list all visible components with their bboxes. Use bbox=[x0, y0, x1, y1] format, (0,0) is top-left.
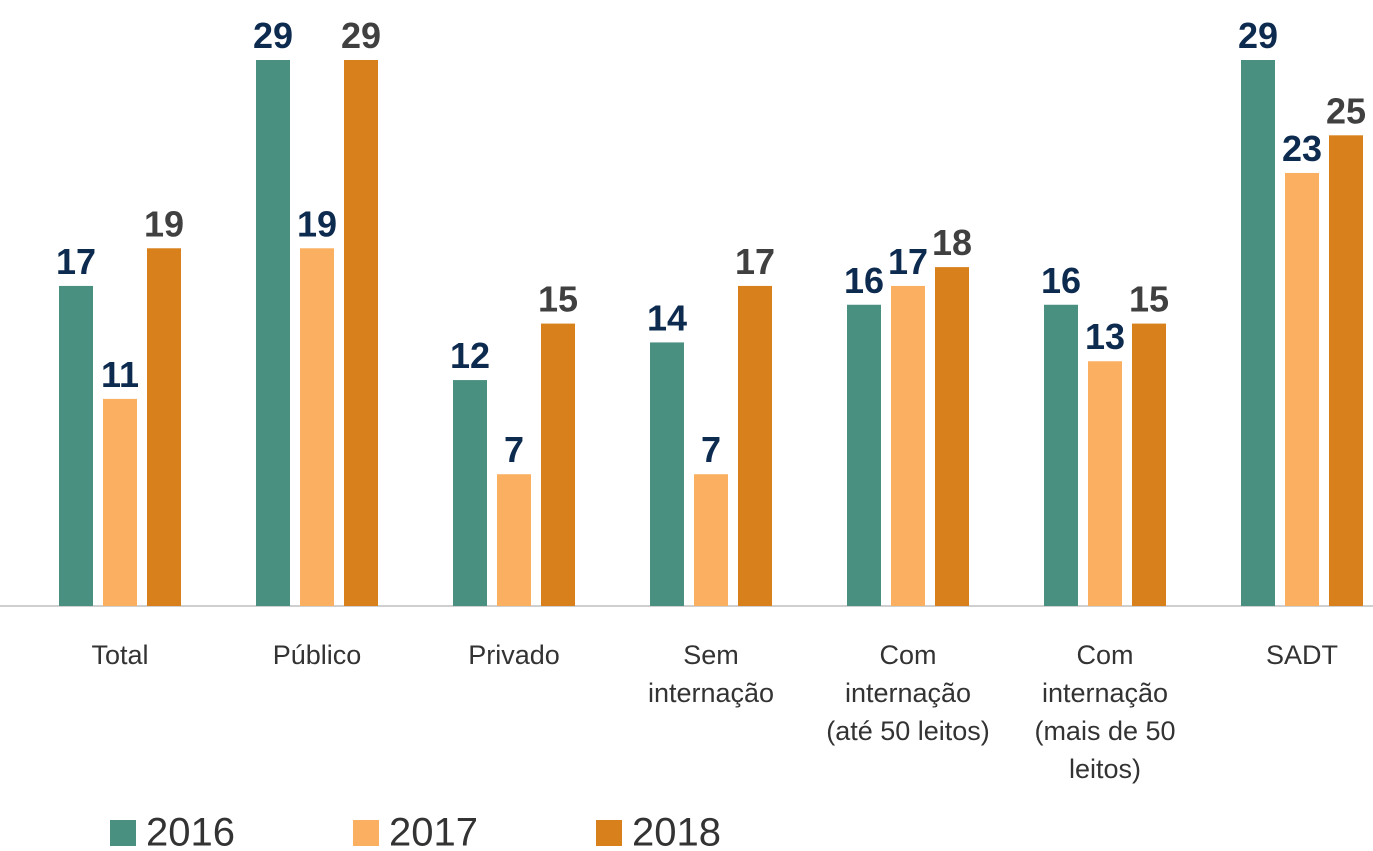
value-label: 7 bbox=[701, 429, 721, 470]
bar bbox=[1132, 323, 1166, 606]
x-tick-label: Com internação (mais de 50 leitos) bbox=[1034, 640, 1176, 784]
value-label: 17 bbox=[735, 241, 775, 282]
bar bbox=[147, 248, 181, 606]
bar bbox=[256, 60, 290, 606]
value-label: 17 bbox=[888, 241, 928, 282]
value-label: 17 bbox=[56, 241, 96, 282]
value-label: 29 bbox=[253, 15, 293, 56]
bar bbox=[453, 380, 487, 606]
bar bbox=[103, 398, 137, 606]
value-label: 15 bbox=[1129, 279, 1169, 320]
value-label: 11 bbox=[101, 354, 139, 395]
legend-swatch bbox=[353, 820, 379, 846]
value-label: 14 bbox=[647, 297, 687, 338]
bar bbox=[847, 304, 881, 606]
x-tick-label: Total bbox=[91, 640, 149, 670]
value-label: 16 bbox=[844, 260, 884, 301]
bar bbox=[59, 285, 93, 606]
bar bbox=[694, 474, 728, 606]
legend-label: 2018 bbox=[632, 811, 721, 851]
bar bbox=[1088, 361, 1122, 606]
x-tick-label: Privado bbox=[468, 640, 560, 670]
bar bbox=[891, 285, 925, 606]
bar bbox=[497, 474, 531, 606]
value-label: 18 bbox=[932, 222, 972, 263]
value-label: 29 bbox=[341, 15, 381, 56]
bar bbox=[935, 267, 969, 606]
bar bbox=[1285, 172, 1319, 606]
bar bbox=[344, 60, 378, 606]
x-tick-label: SADT bbox=[1265, 640, 1338, 670]
x-tick-label: Sem internação bbox=[647, 640, 775, 708]
value-label: 16 bbox=[1041, 260, 1081, 301]
value-label: 19 bbox=[297, 203, 337, 244]
x-tick-label: Público bbox=[272, 640, 362, 670]
bar bbox=[1241, 60, 1275, 606]
value-label: 7 bbox=[504, 429, 524, 470]
bar bbox=[650, 342, 684, 606]
value-label: 29 bbox=[1238, 15, 1278, 56]
bar bbox=[300, 248, 334, 606]
value-label: 25 bbox=[1326, 90, 1366, 131]
value-label: 12 bbox=[450, 335, 490, 376]
bar bbox=[738, 285, 772, 606]
bar bbox=[541, 323, 575, 606]
legend-swatch bbox=[110, 820, 136, 846]
legend-label: 2017 bbox=[389, 811, 478, 851]
x-tick-label: Com internação (até 50 leitos) bbox=[826, 640, 990, 746]
bar bbox=[1044, 304, 1078, 606]
value-label: 15 bbox=[538, 279, 578, 320]
legend-swatch bbox=[596, 820, 622, 846]
value-label: 19 bbox=[144, 203, 184, 244]
legend-label: 2016 bbox=[146, 811, 235, 851]
bar bbox=[1329, 135, 1363, 606]
value-label: 13 bbox=[1085, 316, 1125, 357]
value-label: 23 bbox=[1282, 128, 1322, 169]
